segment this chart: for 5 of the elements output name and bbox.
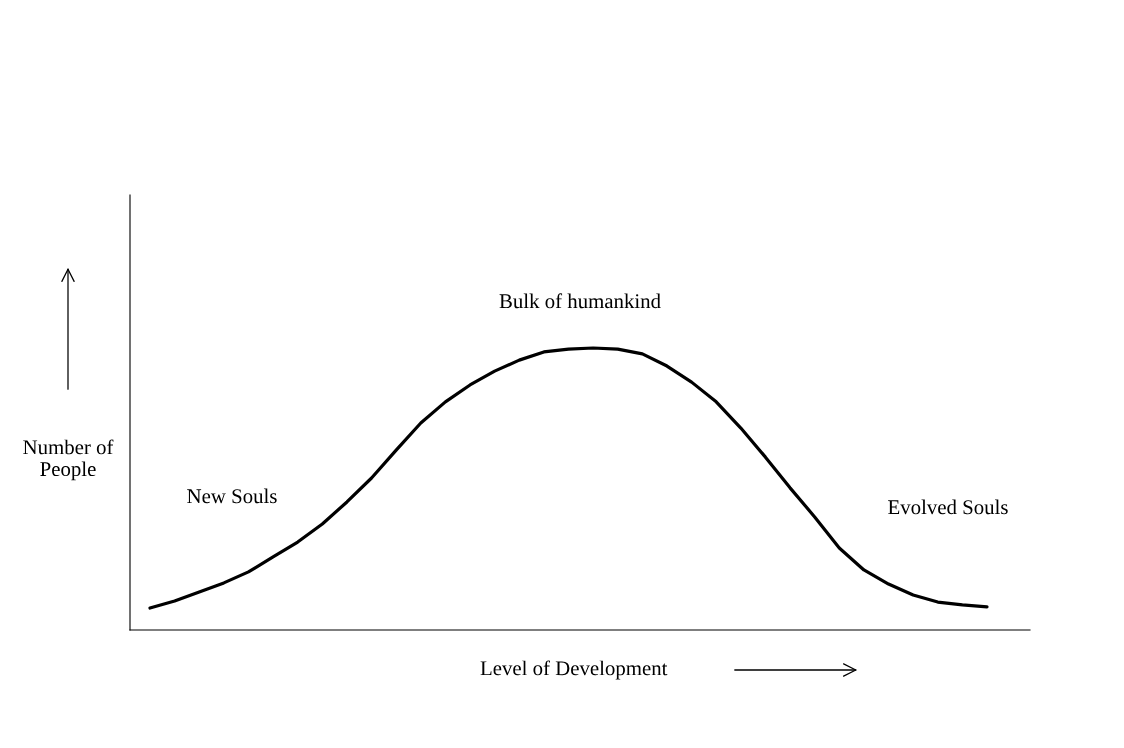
x-axis-title: Level of Development [480,660,668,680]
annotation: Evolved Souls [888,499,1008,515]
text: Bulk of humankind [499,293,661,309]
y-axis-title: Number of People [23,439,114,481]
annotation: New Souls [187,488,277,504]
